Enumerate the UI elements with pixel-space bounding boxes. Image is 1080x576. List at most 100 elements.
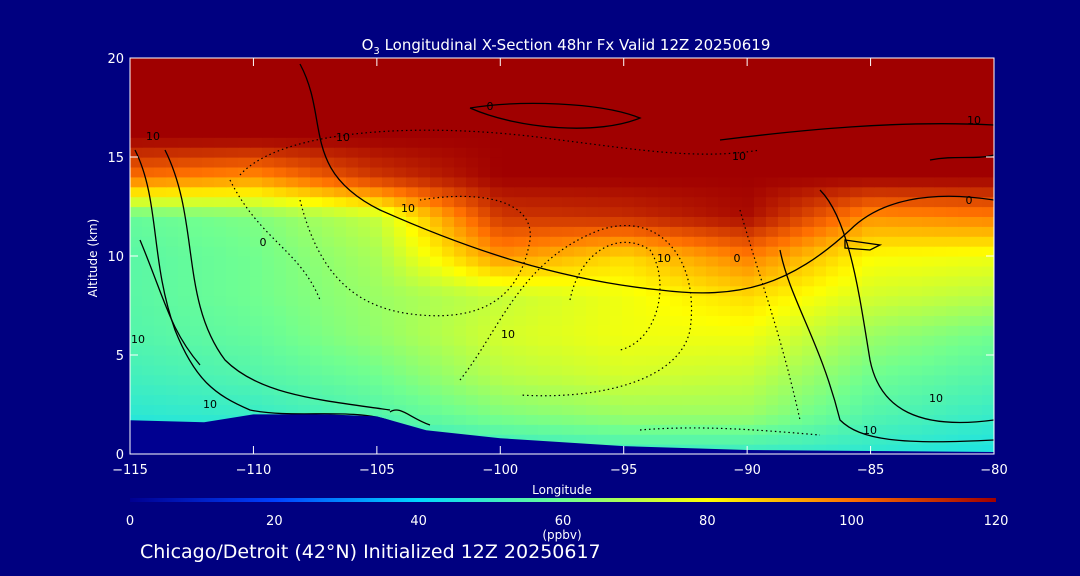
field-cell bbox=[910, 58, 923, 69]
field-cell bbox=[982, 236, 994, 247]
field-cell bbox=[190, 295, 203, 307]
field-cell bbox=[766, 285, 779, 297]
field-cell bbox=[670, 107, 683, 118]
field-cell bbox=[670, 77, 683, 89]
field-cell bbox=[694, 335, 707, 346]
field-cell bbox=[202, 384, 215, 396]
field-cell bbox=[202, 345, 215, 356]
field-cell bbox=[802, 374, 815, 386]
field-cell bbox=[934, 127, 947, 138]
field-cell bbox=[358, 265, 371, 277]
field-cell bbox=[166, 335, 179, 346]
field-cell bbox=[802, 394, 815, 406]
field-cell bbox=[334, 404, 347, 415]
field-cell bbox=[154, 226, 167, 237]
field-cell bbox=[490, 424, 503, 435]
field-cell bbox=[634, 384, 647, 396]
field-cell bbox=[250, 305, 263, 316]
field-cell bbox=[298, 166, 311, 178]
field-cell bbox=[202, 166, 215, 178]
field-cell bbox=[502, 226, 515, 237]
field-cell bbox=[718, 355, 731, 366]
field-cell bbox=[430, 67, 443, 79]
field-cell bbox=[982, 414, 994, 425]
field-cell bbox=[154, 394, 167, 406]
field-cell bbox=[358, 394, 371, 406]
field-cell bbox=[346, 196, 359, 208]
field-cell bbox=[898, 444, 911, 454]
field-cell bbox=[226, 226, 239, 237]
field-cell bbox=[442, 404, 455, 415]
field-cell bbox=[334, 58, 347, 69]
field-cell bbox=[466, 67, 479, 79]
field-cell bbox=[454, 186, 467, 198]
field-cell bbox=[766, 58, 779, 69]
field-cell bbox=[406, 384, 419, 396]
field-cell bbox=[766, 67, 779, 79]
field-cell bbox=[418, 137, 431, 148]
field-cell bbox=[430, 345, 443, 356]
contour-line bbox=[469, 102, 642, 129]
field-cell bbox=[250, 404, 263, 415]
field-cell bbox=[526, 325, 539, 336]
field-cell bbox=[658, 394, 671, 406]
field-cell bbox=[262, 236, 275, 247]
field-cell bbox=[370, 196, 383, 208]
field-cell bbox=[826, 166, 839, 178]
field-cell bbox=[862, 58, 875, 69]
field-cell bbox=[526, 285, 539, 297]
field-cell bbox=[310, 325, 323, 336]
field-cell bbox=[934, 216, 947, 227]
field-cell bbox=[886, 206, 899, 217]
field-cell bbox=[790, 58, 803, 69]
field-cell bbox=[262, 315, 275, 326]
field-cell bbox=[670, 166, 683, 178]
field-cell bbox=[406, 107, 419, 118]
contour-label: 10 bbox=[929, 392, 943, 405]
field-cell bbox=[838, 216, 851, 227]
field-cell bbox=[514, 176, 527, 188]
field-cell bbox=[622, 127, 635, 138]
field-cell bbox=[514, 147, 527, 158]
field-cell bbox=[442, 226, 455, 237]
field-cell bbox=[322, 265, 335, 277]
field-cell bbox=[826, 67, 839, 79]
field-cell bbox=[358, 374, 371, 386]
field-cell bbox=[250, 315, 263, 326]
field-cell bbox=[838, 404, 851, 415]
field-cell bbox=[718, 315, 731, 326]
field-cell bbox=[766, 355, 779, 366]
field-cell bbox=[550, 434, 563, 445]
field-cell bbox=[850, 196, 863, 208]
field-cell bbox=[202, 58, 215, 69]
field-cell bbox=[178, 97, 191, 109]
field-cell bbox=[442, 67, 455, 79]
field-cell bbox=[670, 157, 683, 168]
field-cell bbox=[634, 335, 647, 346]
field-cell bbox=[406, 147, 419, 158]
field-cell bbox=[982, 107, 994, 118]
field-cell bbox=[694, 404, 707, 415]
field-cell bbox=[730, 374, 743, 386]
field-cell bbox=[478, 77, 491, 89]
field-cell bbox=[814, 256, 827, 267]
field-cell bbox=[982, 444, 994, 454]
field-cell bbox=[850, 127, 863, 138]
field-cell bbox=[658, 77, 671, 89]
field-cell bbox=[610, 424, 623, 435]
field-cell bbox=[490, 87, 503, 99]
field-cell bbox=[322, 364, 335, 376]
contour-label: 10 bbox=[146, 130, 160, 143]
field-cell bbox=[610, 206, 623, 217]
field-cell bbox=[682, 127, 695, 138]
field-cell bbox=[778, 305, 791, 316]
field-cell bbox=[778, 325, 791, 336]
field-cell bbox=[394, 335, 407, 346]
field-cell bbox=[202, 285, 215, 297]
field-cell bbox=[178, 256, 191, 267]
field-cell bbox=[598, 295, 611, 307]
field-cell bbox=[682, 97, 695, 109]
field-cell bbox=[958, 394, 971, 406]
field-cell bbox=[358, 206, 371, 217]
field-cell bbox=[514, 137, 527, 148]
